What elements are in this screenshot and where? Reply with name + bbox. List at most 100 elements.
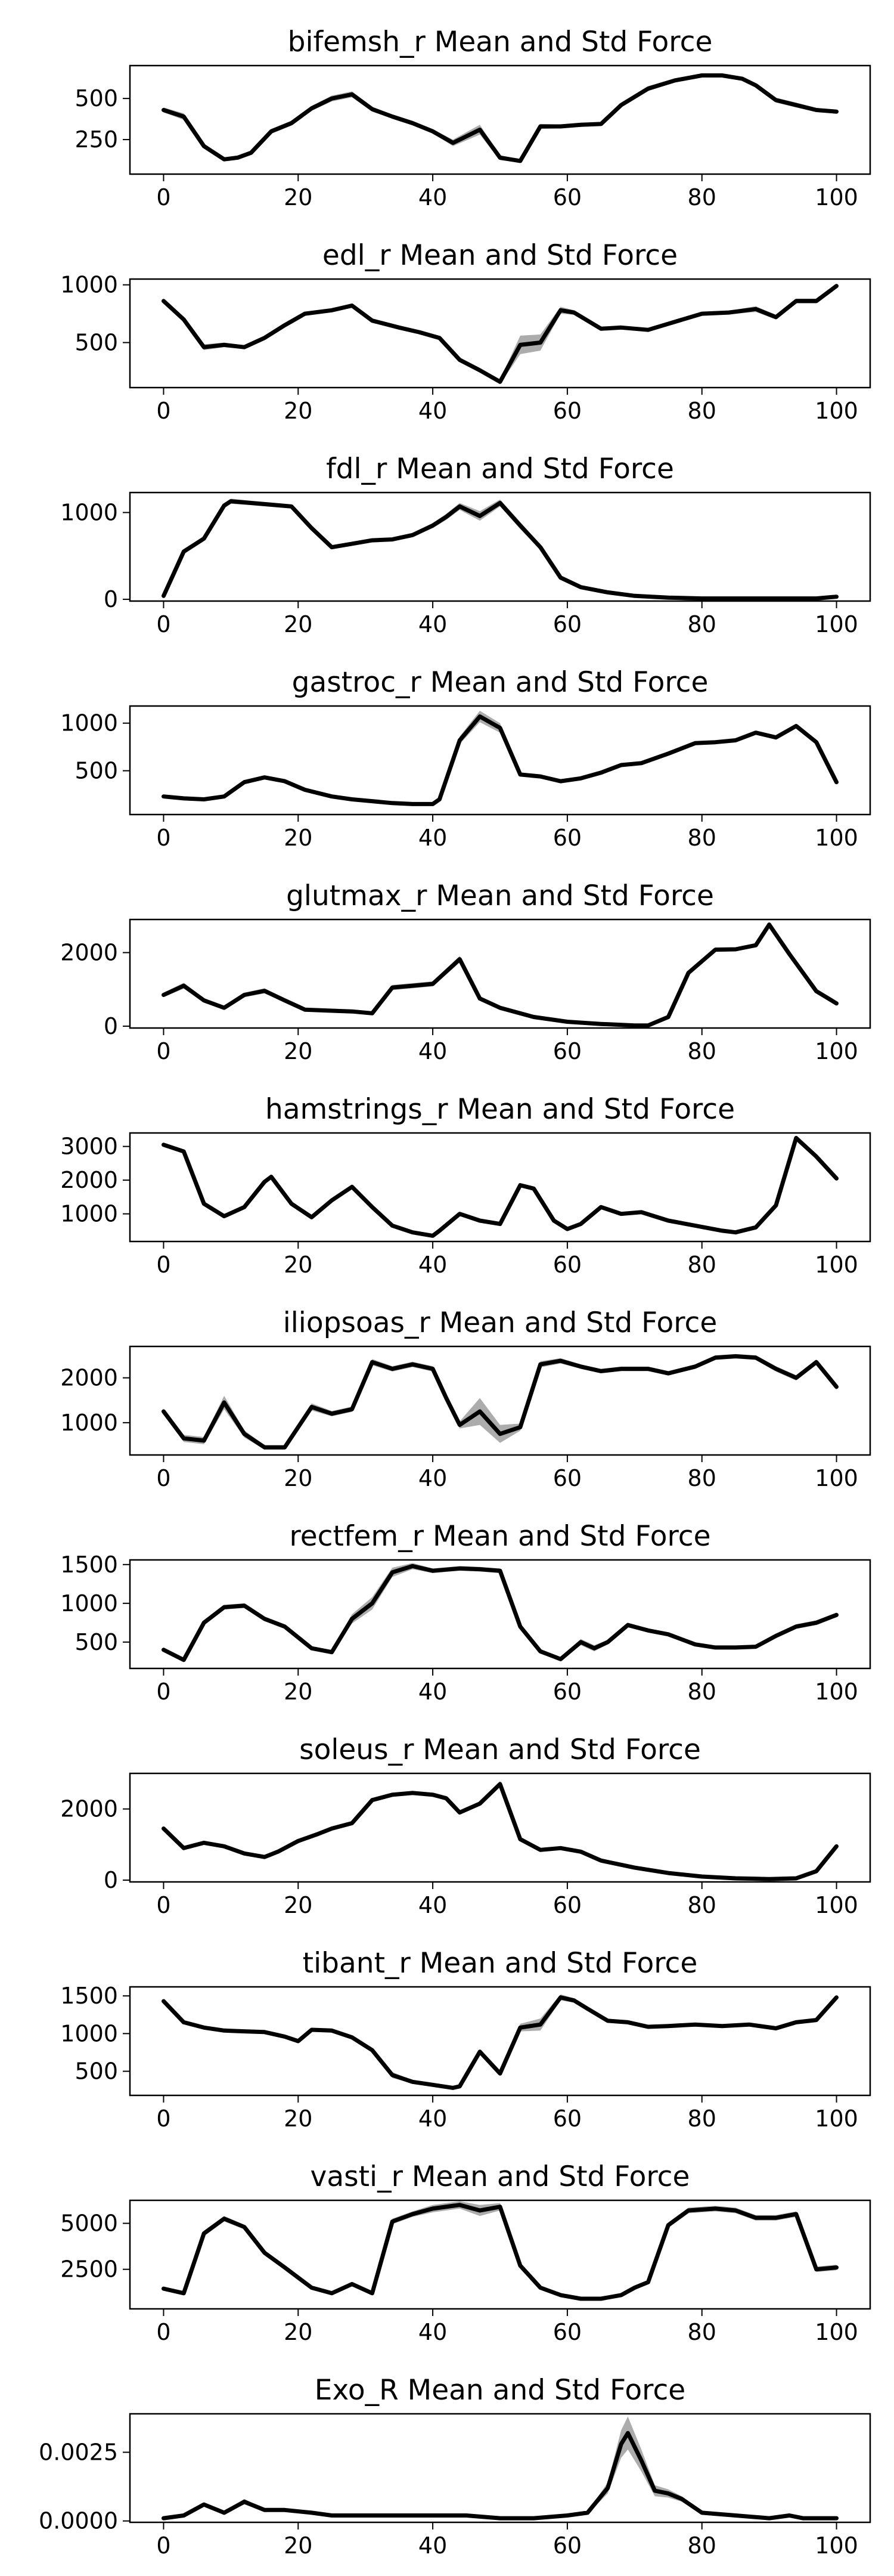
plot-frame <box>129 1772 871 1883</box>
chart-panel: tibant_r Mean and Std Force 0 20 40 60 80 100 5… <box>60 1947 871 2132</box>
std-band <box>163 922 837 1026</box>
std-band <box>163 73 837 163</box>
plot-frame <box>129 2199 871 2310</box>
x-tick-label: 0 <box>156 2319 170 2345</box>
x-tick-label: 80 <box>688 1892 716 1918</box>
y-tick-label: 1500 <box>60 1552 118 1578</box>
chart-title: glutmax_r Mean and Std Force <box>286 880 714 912</box>
chart-panel: rectfem_r Mean and Std Force 0 20 40 60 80 100… <box>60 1520 871 1705</box>
x-tick-label: 100 <box>815 1892 858 1918</box>
x-tick-label: 20 <box>284 1679 312 1705</box>
y-tick-label: 0 <box>104 1013 118 1039</box>
x-tick-label: 80 <box>688 611 716 637</box>
x-tick-label: 80 <box>688 2319 716 2345</box>
chart-panel: Exo_R Mean and Std Force 0 20 40 60 80 100 0.00… <box>39 2374 871 2559</box>
chart-panel: edl_r Mean and Std Force 0 20 40 60 80 100 500 1… <box>60 239 871 424</box>
x-tick-label: 40 <box>418 825 447 851</box>
plot-area <box>162 922 839 1028</box>
x-tick-label: 20 <box>284 1252 312 1278</box>
x-tick-label: 60 <box>553 2532 582 2559</box>
x-tick-label: 60 <box>553 2106 582 2132</box>
plot-frame <box>129 1345 871 1456</box>
y-tick-label: 500 <box>74 1629 118 1655</box>
chart-title: vasti_r Mean and Std Force <box>311 2160 690 2193</box>
x-tick-label: 60 <box>553 611 582 637</box>
std-band <box>163 283 837 385</box>
x-tick-label: 20 <box>284 2532 312 2559</box>
x-tick-label: 60 <box>553 2319 582 2345</box>
y-tick-label: 0 <box>104 586 118 612</box>
y-tick-label: 1000 <box>60 1410 118 1436</box>
x-tick-label: 40 <box>418 1892 447 1918</box>
mean-line <box>162 2431 839 2521</box>
std-band <box>163 2416 837 2519</box>
mean-line <box>162 1995 839 2090</box>
x-tick-label: 20 <box>284 1465 312 1491</box>
x-tick-label: 40 <box>418 2319 447 2345</box>
x-tick-label: 100 <box>815 1679 858 1705</box>
plot-frame <box>129 491 871 602</box>
x-tick-label: 60 <box>553 1038 582 1064</box>
y-tick-label: 1000 <box>60 710 118 736</box>
x-tick-label: 0 <box>156 1252 170 1278</box>
x-tick-label: 0 <box>156 2532 170 2559</box>
x-tick-label: 0 <box>156 1892 170 1918</box>
y-tick-label: 1500 <box>60 1983 118 2009</box>
x-tick-label: 100 <box>815 398 858 424</box>
x-tick-label: 60 <box>553 184 582 210</box>
y-tick-label: 0.0025 <box>39 2439 118 2466</box>
x-tick-label: 100 <box>815 1465 858 1491</box>
chart-title: hamstrings_r Mean and Std Force <box>265 1093 735 1126</box>
x-tick-label: 40 <box>418 1038 447 1064</box>
x-tick-label: 20 <box>284 1892 312 1918</box>
x-tick-label: 100 <box>815 825 858 851</box>
chart-panel: iliopsoas_r Mean and Std Force 0 20 40 60 80 1… <box>60 1306 871 1491</box>
x-tick-label: 80 <box>688 2532 716 2559</box>
x-tick-label: 40 <box>418 611 447 637</box>
x-tick-label: 100 <box>815 1252 858 1278</box>
y-tick-label: 2000 <box>60 940 118 966</box>
plot-frame <box>129 1986 871 2097</box>
plot-frame <box>129 64 871 175</box>
plot-frame <box>129 705 871 816</box>
x-tick-label: 40 <box>418 1465 447 1491</box>
y-tick-label: 250 <box>74 126 118 153</box>
x-tick-label: 40 <box>418 184 447 210</box>
y-tick-label: 1000 <box>60 499 118 525</box>
plot-area <box>162 711 839 806</box>
std-band <box>163 1781 837 1880</box>
x-tick-label: 100 <box>815 2319 858 2345</box>
plot-area <box>162 1135 839 1238</box>
chart-panel: hamstrings_r Mean and Std Force 0 20 40 60 80… <box>60 1093 871 1278</box>
x-tick-label: 60 <box>553 398 582 424</box>
plot-area <box>162 2201 839 2301</box>
plot-frame <box>129 2413 871 2524</box>
y-tick-label: 2500 <box>60 2256 118 2283</box>
x-tick-label: 80 <box>688 184 716 210</box>
y-tick-label: 2000 <box>60 1167 118 1193</box>
mean-line <box>162 73 839 163</box>
x-tick-label: 100 <box>815 184 858 210</box>
x-tick-label: 20 <box>284 2319 312 2345</box>
x-tick-label: 80 <box>688 1679 716 1705</box>
x-tick-label: 60 <box>553 1892 582 1918</box>
y-tick-label: 500 <box>74 758 118 784</box>
mean-line <box>162 1563 839 1662</box>
chart-title: rectfem_r Mean and Std Force <box>289 1520 710 1553</box>
y-tick-label: 0 <box>104 1867 118 1893</box>
std-band <box>163 499 837 599</box>
mean-line <box>162 1354 839 1450</box>
x-tick-label: 100 <box>815 2106 858 2132</box>
chart-panel: gastroc_r Mean and Std Force 0 20 40 60 80 100… <box>60 666 871 851</box>
y-tick-label: 1000 <box>60 1201 118 1227</box>
chart-title: edl_r Mean and Std Force <box>322 239 678 272</box>
plot-frame <box>129 1132 871 1243</box>
x-tick-label: 40 <box>418 398 447 424</box>
plot-frame <box>129 1559 871 1670</box>
x-tick-label: 60 <box>553 1465 582 1491</box>
x-tick-label: 100 <box>815 1038 858 1064</box>
plot-area <box>162 73 839 163</box>
x-tick-label: 100 <box>815 611 858 637</box>
